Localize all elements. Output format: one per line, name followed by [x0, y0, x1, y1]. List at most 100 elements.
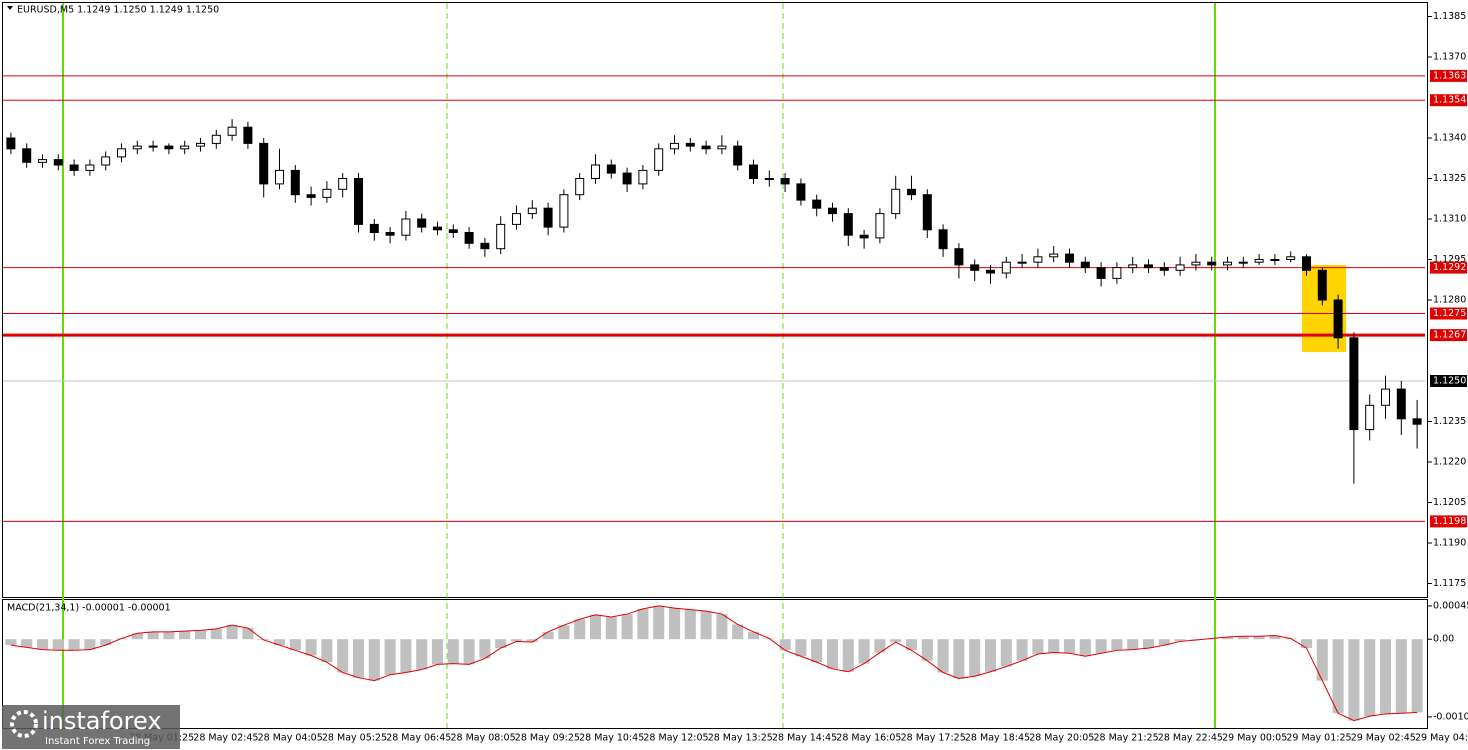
macd-bar: [1332, 639, 1344, 714]
x-tick-label: 28 May 13:25: [708, 733, 773, 744]
macd-bar: [1095, 639, 1107, 654]
macd-bar: [416, 639, 428, 670]
candle-body: [1065, 253, 1074, 263]
candle-body: [1254, 259, 1264, 263]
level-label-box: [1430, 307, 1467, 320]
candle-body: [1017, 261, 1027, 264]
menu-arrow: [7, 6, 13, 10]
x-tick-label: 28 May 02:45: [193, 733, 258, 744]
x-tick-label: 29 May 02:45: [1351, 733, 1416, 744]
macd-bar: [1048, 639, 1060, 653]
macd-bar: [1158, 639, 1170, 646]
candle-body: [1396, 388, 1406, 420]
macd-bar: [732, 624, 744, 640]
candle-body: [859, 234, 869, 239]
candle-body: [101, 156, 111, 166]
candle-body: [227, 126, 237, 136]
candle-body: [1302, 256, 1311, 271]
candle-body: [117, 148, 126, 158]
macd-line: [10, 605, 1418, 722]
candle-body: [764, 178, 774, 180]
macd-bar: [684, 609, 696, 640]
candle-body: [733, 145, 743, 166]
logo-icon: [10, 710, 38, 738]
candle-body: [85, 164, 95, 171]
macd-bar: [1364, 639, 1376, 717]
candle-body: [1080, 261, 1090, 269]
candle-body: [1381, 388, 1390, 406]
candle-body: [1286, 256, 1296, 260]
candle-body: [559, 194, 569, 228]
candle-body: [148, 145, 158, 148]
macd-bar: [226, 625, 238, 640]
macd-bar: [1016, 639, 1028, 661]
x-tick-label: 29 May 04:05: [1415, 733, 1468, 744]
last-price-box: [1430, 375, 1467, 387]
x-tick-label: 28 May 09:25: [515, 733, 580, 744]
macd-bar: [953, 639, 965, 679]
last-price-label: 1.1250: [1433, 376, 1466, 387]
macd-bar: [273, 639, 286, 646]
candle-body: [512, 213, 521, 225]
y-tick-label: 1.1190: [1433, 538, 1466, 549]
macd-bar: [969, 639, 981, 677]
candle-body: [196, 142, 205, 147]
macd-bar: [210, 628, 222, 640]
candle-body: [1223, 261, 1232, 266]
y-tick-label: 1.1370: [1433, 52, 1466, 63]
x-tick-label: 29 May 01:25: [1286, 733, 1351, 744]
macd-bar: [1032, 639, 1044, 655]
level-label-box: [1430, 329, 1467, 342]
macd-bar: [937, 639, 949, 673]
candle-body: [1191, 261, 1201, 266]
candle-body: [22, 148, 32, 163]
candle-body: [38, 159, 47, 163]
macd-bar: [811, 639, 823, 663]
macd-bar: [242, 628, 254, 640]
candle-body: [1112, 267, 1122, 279]
macd-bar: [526, 639, 538, 643]
level-label: 1.1354: [1433, 95, 1466, 106]
macd-bar: [305, 639, 317, 656]
macd-bar: [621, 614, 633, 640]
macd-bar: [1063, 639, 1076, 654]
candle-body: [922, 194, 932, 231]
candle-body: [1033, 256, 1043, 263]
candle-body: [780, 178, 790, 185]
macd-bar: [1174, 639, 1186, 642]
candle-body: [1365, 404, 1375, 431]
logo-tagline: Instant Forex Trading: [45, 736, 150, 747]
macd-bar: [321, 639, 333, 663]
macd-bar: [1300, 639, 1313, 649]
candle-body: [259, 142, 269, 185]
macd-bar: [890, 639, 902, 643]
candle-body: [132, 145, 142, 150]
candle-body: [1270, 259, 1280, 261]
x-tick-label: 28 May 17:25: [901, 733, 966, 744]
macd-bar: [400, 639, 412, 673]
x-tick-label: 28 May 08:05: [451, 733, 516, 744]
candle-body: [812, 199, 822, 209]
macd-bar: [1395, 639, 1407, 714]
x-tick-label: 28 May 12:05: [643, 733, 708, 744]
macd-bar: [447, 639, 459, 664]
candle-body: [1333, 299, 1343, 339]
macd-bar: [779, 639, 791, 651]
macd-bar: [716, 614, 728, 640]
x-tick-label: 28 May 05:25: [322, 733, 387, 744]
macd-bar: [1411, 639, 1423, 713]
level-label: 1.1363: [1433, 70, 1466, 81]
x-tick-label: 28 May 10:45: [579, 733, 644, 744]
macd-bar: [68, 639, 80, 651]
candle-body: [591, 164, 600, 179]
macd-bar: [21, 639, 33, 648]
candle-body: [575, 178, 585, 196]
candle-body: [464, 232, 474, 244]
macd-bar: [1348, 639, 1360, 721]
macd-bar: [495, 639, 507, 649]
macd-bar: [5, 639, 17, 646]
candle-body: [638, 169, 648, 185]
macd-bar: [1111, 639, 1123, 651]
candle-body: [401, 218, 411, 236]
macd-bar: [384, 639, 396, 675]
